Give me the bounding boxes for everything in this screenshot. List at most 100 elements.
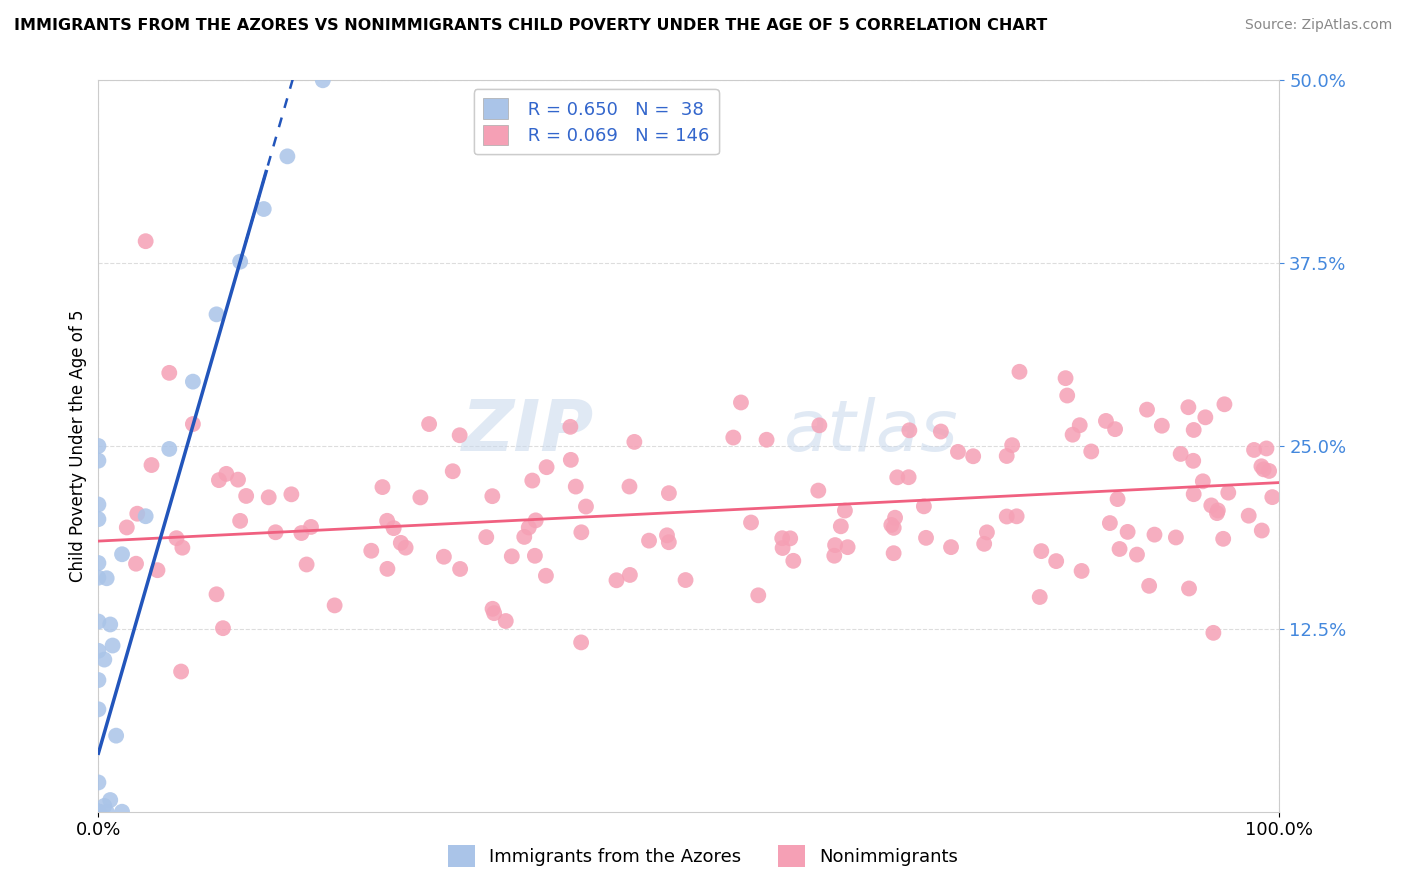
Point [973,537,995,551]
Point [730,395,752,409]
Point [740,516,762,530]
Point [1062,427,1084,442]
Point [226,473,249,487]
Point [1150,418,1173,433]
Point [1143,527,1166,541]
Point [371,480,394,494]
Point [290,526,312,541]
Point [433,549,456,564]
Point [212,621,235,635]
Point [1005,509,1028,524]
Point [1218,485,1240,500]
Point [1170,447,1192,461]
Point [1206,506,1229,520]
Point [534,568,557,582]
Point [524,513,547,527]
Point [87,805,110,819]
Point [1237,508,1260,523]
Point [1107,492,1129,507]
Point [1213,397,1236,411]
Point [295,558,318,572]
Point [111,805,134,819]
Point [675,573,697,587]
Point [87,615,110,629]
Point [146,563,169,577]
Point [1095,414,1118,428]
Point [569,525,592,540]
Point [755,433,778,447]
Point [111,547,134,561]
Point [522,474,544,488]
Point [1253,462,1275,476]
Point [264,525,287,540]
Point [1069,418,1091,433]
Point [883,546,905,560]
Point [772,541,794,555]
Point [235,489,257,503]
Point [253,202,276,216]
Point [1045,554,1067,568]
Point [523,549,546,563]
Point [205,587,228,601]
Point [1028,590,1050,604]
Point [87,439,110,453]
Point [939,540,962,554]
Point [172,541,194,555]
Point [98,793,121,807]
Point [135,234,157,248]
Point [1108,541,1130,556]
Point [481,489,503,503]
Point [830,519,852,533]
Point [87,556,110,570]
Point [779,532,801,546]
Point [1182,454,1205,468]
Point [915,531,938,545]
Point [1258,464,1281,478]
Text: atlas: atlas [783,397,957,466]
Point [87,805,110,819]
Point [565,479,588,493]
Point [658,535,681,549]
Point [87,702,110,716]
Point [157,366,180,380]
Point [101,639,124,653]
Point [409,491,432,505]
Point [1137,579,1160,593]
Point [1256,442,1278,456]
Point [181,375,204,389]
Point [655,528,678,542]
Point [946,445,969,459]
Point [165,531,187,545]
Point [87,498,110,512]
Point [770,531,793,545]
Point [495,614,517,628]
Point [96,805,118,819]
Point [482,606,505,620]
Point [389,536,412,550]
Point [807,483,830,498]
Point [1250,524,1272,538]
Point [747,588,769,602]
Point [897,470,920,484]
Point [105,729,128,743]
Point [215,467,238,481]
Point [229,514,252,528]
Point [823,549,845,563]
Point [782,554,804,568]
Point [1126,548,1149,562]
Point [1206,503,1229,517]
Point [1070,564,1092,578]
Point [962,449,984,463]
Point [995,449,1018,463]
Point [157,442,180,456]
Point [1261,490,1284,504]
Point [1192,475,1215,489]
Point [87,453,110,467]
Point [441,464,464,478]
Point [605,574,627,588]
Point [898,423,921,437]
Point [96,571,118,585]
Point [449,428,471,442]
Point [560,453,582,467]
Point [205,307,228,321]
